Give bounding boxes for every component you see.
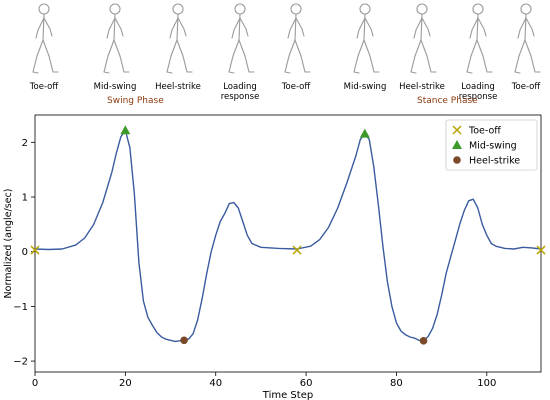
legend-box [445,119,538,171]
y-tick-label: 0 [22,247,28,258]
swing-phase-label: Swing Phase [107,96,164,106]
walking-figure-icon [335,0,395,80]
legend-marker [452,125,462,135]
walking-figure-icon [392,0,452,80]
x-tick-label: 40 [209,378,222,389]
legend-marker [452,140,462,149]
walking-figure-icon [148,0,208,80]
legend-marker [453,156,461,164]
gait-signal-line [34,129,542,343]
toe-off-marker [292,245,302,255]
gait-phase-label: Toe-off [281,82,311,92]
gait-phase-label: Heel-strike [155,82,201,92]
walking-figure-icon [496,0,550,80]
gait-phase-label: Mid-swing [93,82,137,92]
legend-label: Heel-strike [469,156,520,167]
x-axis-label: Time Step [262,390,313,400]
x-tick-label: 0 [32,378,38,389]
stance-phase-label: Stance Phase [417,96,478,106]
gait-phase-label: Heel-strike [399,82,445,92]
heel-strike-marker [419,337,428,345]
x-tick-label: 20 [119,378,132,389]
y-tick-label: 2 [22,138,28,149]
gait-phase-illustrations: Toe-off Mid-swing Heel-strike Loading re… [0,0,550,112]
heel-strike-marker [180,336,188,345]
gait-phase-label: Mid-swing [343,82,387,92]
legend-label: Toe-off [468,126,501,137]
plot-frame [34,114,542,373]
mid-swing-marker [359,128,370,138]
x-tick-label: 80 [390,378,403,389]
walking-figure-icon [210,0,270,80]
walking-figure-icon [448,0,508,80]
y-axis-label: Normalized (angle/sec) [3,189,14,299]
gait-phase-label: Loading response [220,82,260,102]
walking-figure-icon [14,0,74,80]
walking-figure-icon [85,0,145,80]
x-tick-label: 100 [477,378,496,389]
gait-phase-label: Toe-off [29,82,59,92]
y-tick-label: 1 [22,193,28,204]
x-tick-label: 60 [300,378,313,389]
gait-chart: 0 20 40 60 80 100 −2 −1 0 1 2 Time Step Normalized (… [3,114,546,400]
mid-swing-marker [120,125,131,135]
toe-off-marker [536,245,546,255]
y-tick-label: −2 [13,357,28,368]
gait-phase-label: Toe-off [511,82,541,92]
toe-off-marker [30,245,40,255]
legend-label: Mid-swing [469,141,517,152]
y-tick-label: −1 [13,302,28,313]
walking-figure-icon [266,0,326,80]
gait-phase-label: Loading response [458,82,498,102]
